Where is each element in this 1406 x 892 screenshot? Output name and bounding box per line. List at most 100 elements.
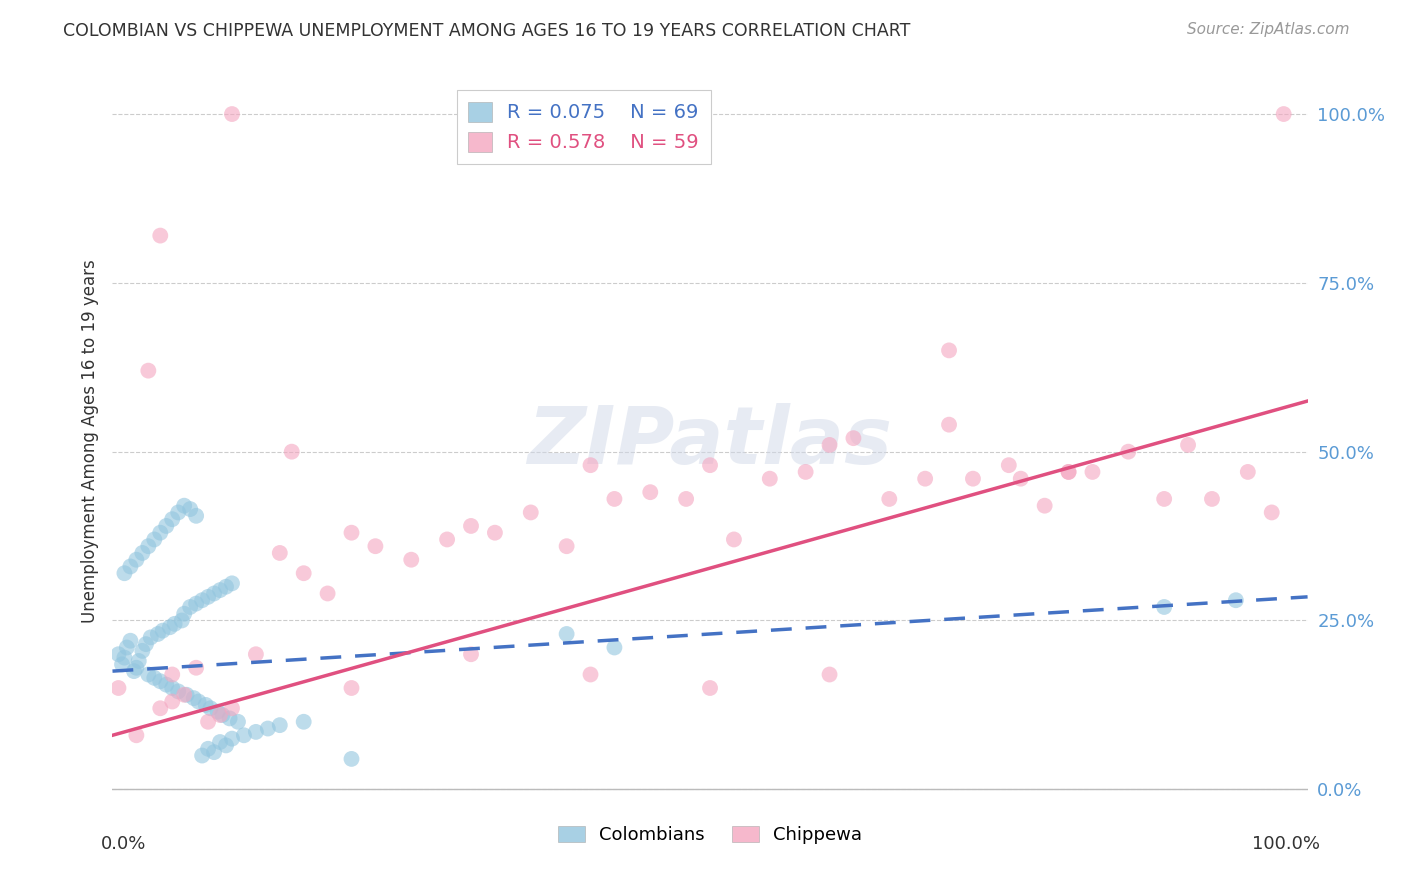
Point: [233, 728, 256, 742]
Point: [579, 458, 602, 472]
Point: [1201, 491, 1223, 506]
Point: [555, 627, 578, 641]
Point: [162, 667, 183, 681]
Point: [120, 559, 142, 574]
Point: [460, 647, 482, 661]
Point: [128, 654, 150, 668]
Point: [879, 491, 901, 506]
Point: [149, 674, 172, 689]
Point: [179, 599, 201, 614]
Point: [257, 722, 280, 736]
Point: [520, 505, 543, 519]
Point: [179, 502, 201, 516]
Point: [603, 491, 626, 506]
Point: [143, 671, 166, 685]
Text: ZIPatlas: ZIPatlas: [527, 402, 893, 481]
Point: [209, 708, 232, 723]
Point: [173, 688, 195, 702]
Point: [640, 485, 662, 500]
Point: [187, 694, 209, 708]
Point: [759, 472, 782, 486]
Point: [138, 539, 160, 553]
Point: [1010, 472, 1032, 486]
Point: [603, 640, 626, 655]
Point: [269, 546, 291, 560]
Point: [107, 681, 129, 695]
Point: [146, 627, 169, 641]
Point: [186, 508, 208, 523]
Point: [818, 438, 841, 452]
Point: [1272, 107, 1295, 121]
Point: [138, 667, 160, 681]
Point: [191, 748, 214, 763]
Point: [221, 576, 243, 591]
Point: [120, 633, 142, 648]
Point: [202, 745, 225, 759]
Point: [209, 735, 232, 749]
Point: [186, 661, 208, 675]
Point: [194, 698, 217, 712]
Point: [1237, 465, 1260, 479]
Legend: Colombians, Chippewa: Colombians, Chippewa: [550, 819, 870, 852]
Point: [207, 705, 229, 719]
Point: [226, 714, 249, 729]
Point: [460, 519, 482, 533]
Point: [131, 644, 153, 658]
Point: [281, 444, 304, 458]
Point: [1118, 444, 1140, 458]
Point: [221, 731, 243, 746]
Point: [699, 681, 721, 695]
Point: [340, 752, 363, 766]
Point: [183, 691, 205, 706]
Point: [1057, 465, 1080, 479]
Point: [794, 465, 817, 479]
Point: [292, 566, 315, 581]
Point: [163, 616, 186, 631]
Point: [484, 525, 506, 540]
Point: [167, 505, 190, 519]
Point: [998, 458, 1021, 472]
Point: [316, 586, 339, 600]
Point: [131, 546, 153, 560]
Point: [842, 431, 865, 445]
Point: [675, 491, 697, 506]
Point: [162, 512, 183, 526]
Point: [269, 718, 291, 732]
Point: [1261, 505, 1284, 519]
Point: [962, 472, 984, 486]
Point: [176, 688, 198, 702]
Point: [340, 525, 363, 540]
Point: [1033, 499, 1056, 513]
Point: [197, 590, 219, 604]
Point: [155, 678, 177, 692]
Point: [401, 552, 423, 566]
Point: [202, 586, 225, 600]
Point: [125, 728, 148, 742]
Point: [221, 107, 243, 121]
Point: [191, 593, 214, 607]
Point: [122, 664, 145, 678]
Point: [215, 739, 238, 753]
Point: [114, 566, 135, 581]
Point: [162, 694, 183, 708]
Point: [149, 228, 172, 243]
Point: [245, 647, 267, 661]
Point: [340, 681, 363, 695]
Point: [221, 701, 243, 715]
Point: [555, 539, 578, 553]
Point: [1153, 599, 1175, 614]
Point: [139, 631, 162, 645]
Text: Source: ZipAtlas.com: Source: ZipAtlas.com: [1187, 22, 1350, 37]
Point: [173, 607, 195, 621]
Point: [938, 417, 960, 432]
Point: [579, 667, 602, 681]
Point: [215, 580, 238, 594]
Point: [914, 472, 936, 486]
Point: [173, 499, 195, 513]
Point: [149, 525, 172, 540]
Point: [114, 650, 135, 665]
Point: [211, 708, 233, 723]
Point: [162, 681, 183, 695]
Point: [1177, 438, 1199, 452]
Point: [818, 667, 841, 681]
